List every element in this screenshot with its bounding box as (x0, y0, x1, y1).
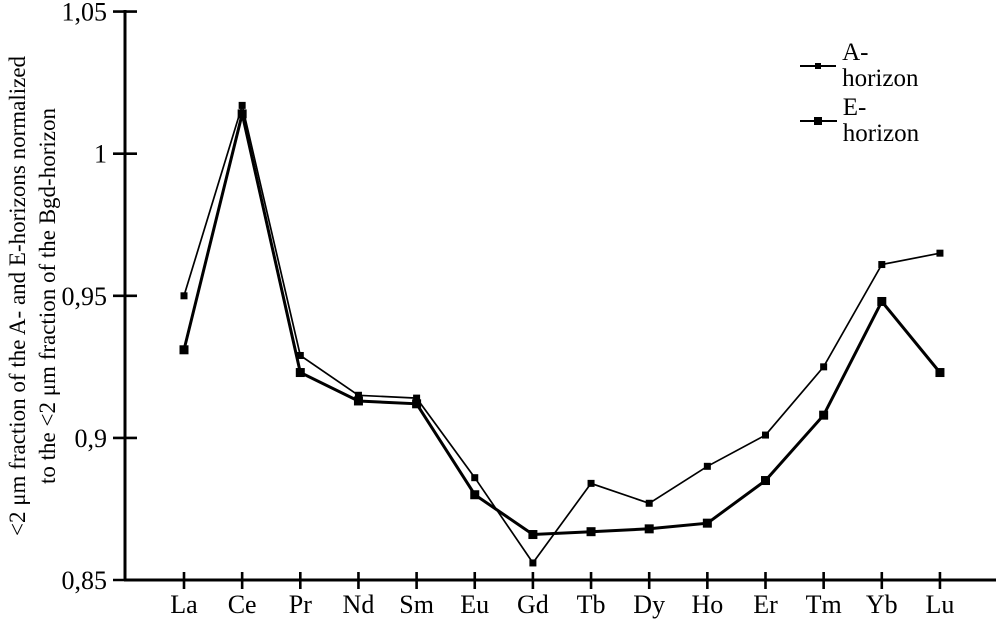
e-horizon-point-Ho (702, 518, 712, 528)
a-horizon-point-Sm (413, 394, 421, 402)
e-horizon-point-Pr (295, 368, 305, 378)
y-axis-title-line1: <2 μm fraction of the A- and E-horizons … (5, 55, 30, 537)
a-horizon-marker-icon (815, 63, 822, 69)
e-horizon-point-Lu (935, 368, 945, 378)
x-tick-label: Sm (399, 590, 434, 619)
a-horizon-point-Er (762, 431, 769, 439)
x-tick-label: Tm (806, 590, 842, 619)
e-horizon-point-Nd (353, 396, 363, 406)
a-horizon-line (183, 102, 941, 565)
e-horizon-point-Eu (470, 490, 480, 500)
a-horizon-point-Nd (354, 391, 362, 399)
e-horizon-point-Yb (877, 296, 887, 306)
e-horizon-point-Gd (528, 530, 538, 540)
a-horizon-point-Pr (296, 351, 304, 359)
x-tick-label: Lu (926, 590, 955, 619)
a-horizon-point-Eu (471, 474, 479, 482)
y-tick-label: 1 (94, 140, 107, 169)
e-horizon-swatch (800, 108, 837, 134)
legend-item-e-horizon: E-horizon (800, 95, 926, 147)
a-horizon-point-Yb (878, 261, 886, 269)
x-tick-label: Eu (460, 590, 489, 619)
y-tick-label: 0,95 (62, 282, 108, 311)
e-horizon-point-Tm (819, 410, 829, 420)
e-horizon-label: E-horizon (842, 94, 920, 147)
e-horizon-line (182, 113, 942, 537)
y-axis-title-line2: to the <2 μm fraction of the Bgd-horizon (35, 108, 60, 484)
x-tick-label: Gd (517, 590, 549, 619)
e-horizon-point-Er (761, 476, 770, 486)
a-horizon-point-Ho (703, 462, 711, 470)
a-horizon-point-Gd (529, 559, 537, 567)
a-horizon-point-Tb (587, 479, 595, 487)
x-tick-label: Tb (577, 590, 606, 619)
x-tick-label: Dy (633, 590, 665, 619)
legend-item-a-horizon: A-horizon (800, 40, 926, 92)
a-horizon-label: A-horizon (842, 39, 919, 92)
x-tick-label: Yb (866, 590, 898, 619)
e-horizon-point-Sm (412, 399, 422, 409)
y-tick-label: 0,85 (62, 566, 108, 595)
e-horizon-marker-icon (814, 117, 823, 125)
x-tick-label: Pr (289, 590, 312, 619)
x-tick-label: Ho (691, 590, 723, 619)
a-horizon-point-Dy (645, 499, 653, 507)
e-horizon-point-Tb (586, 527, 596, 537)
e-horizon-point-Ce (237, 109, 247, 119)
e-horizon-point-La (179, 345, 189, 355)
a-horizon-point-La (180, 292, 188, 300)
y-tick-label: 1,05 (62, 0, 108, 27)
x-tick-label: La (170, 590, 198, 619)
a-horizon-point-Lu (936, 249, 944, 257)
x-tick-label: Ce (228, 590, 257, 619)
a-horizon-point-Tm (820, 363, 828, 371)
x-tick-label: Nd (343, 590, 375, 619)
e-horizon-point-Dy (644, 524, 654, 534)
a-horizon-point-Ce (238, 101, 246, 109)
x-tick-label: Er (753, 590, 778, 619)
a-horizon-swatch (800, 53, 837, 79)
y-tick-label: 0,9 (75, 424, 108, 453)
